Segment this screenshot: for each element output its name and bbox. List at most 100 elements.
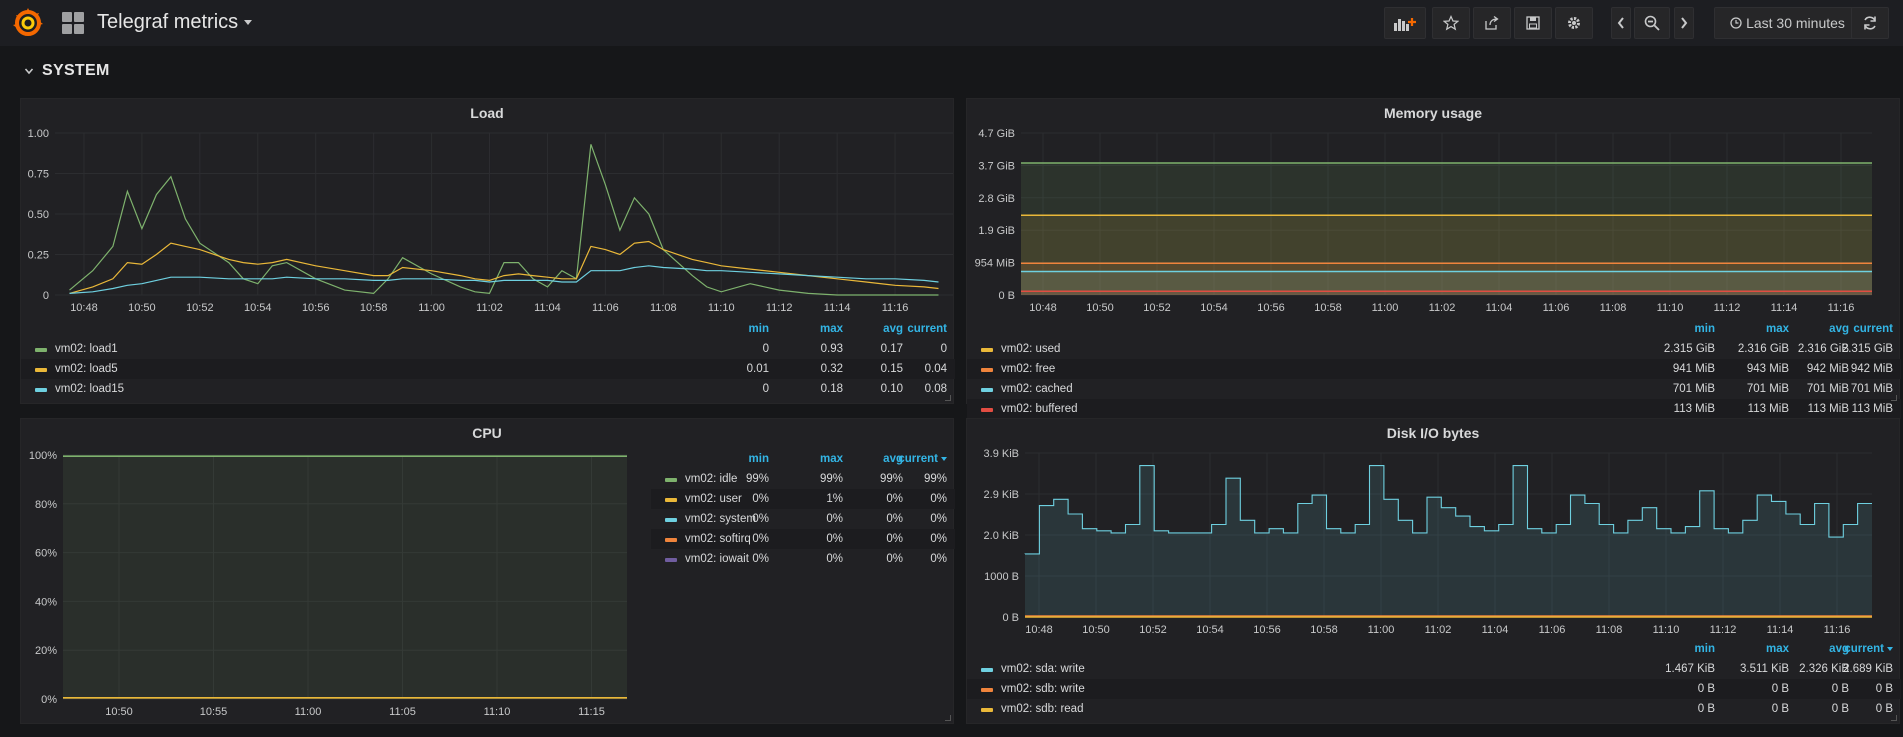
legend-col-avg[interactable]: avg [1829, 323, 1849, 335]
cpu-chart[interactable]: 0% 20% 40% 60% 80% 100% 10:50 10:55 11:00 11:05 11… [21, 419, 661, 725]
legend-row[interactable]: vm02: sdb: read 0 B 0 B 0 B 0 B [967, 699, 1901, 719]
series-color-swatch[interactable] [665, 558, 677, 562]
save-button[interactable] [1514, 7, 1552, 39]
legend-col-current[interactable]: current [898, 453, 947, 465]
series-name[interactable]: vm02: user [685, 493, 742, 505]
series-name[interactable]: vm02: system [685, 513, 756, 525]
legend-row[interactable]: vm02: buffered 113 MiB 113 MiB 113 MiB 113 M… [967, 399, 1901, 419]
legend-row[interactable]: vm02: system 0% 0% 0% 0% [651, 509, 955, 529]
resize-handle[interactable] [1891, 395, 1897, 401]
panel-title[interactable]: Memory usage [1383, 105, 1483, 121]
resize-handle[interactable] [945, 715, 951, 721]
series-color-swatch[interactable] [665, 478, 677, 482]
time-back-button[interactable] [1611, 7, 1631, 39]
series-color-swatch[interactable] [665, 538, 677, 542]
series-color-swatch[interactable] [981, 348, 993, 352]
memory-chart[interactable]: 0 B 954 MiB 1.9 GiB 2.8 GiB 3.7 GiB 4.7 GiB 10… [967, 99, 1901, 321]
legend-col-avg[interactable]: avg [883, 453, 903, 465]
legend-col-min[interactable]: min [1694, 323, 1715, 335]
zoom-out-button[interactable] [1634, 7, 1670, 39]
series-name[interactable]: vm02: softirq [685, 533, 751, 545]
star-button[interactable] [1432, 7, 1470, 39]
series-name[interactable]: vm02: sdb: read [1001, 703, 1084, 715]
add-panel-button[interactable] [1384, 7, 1426, 39]
dashboards-grid-icon[interactable] [62, 12, 84, 34]
y-tick-label: 100% [29, 450, 57, 462]
sort-desc-icon [941, 456, 947, 461]
resize-handle[interactable] [945, 395, 951, 401]
resize-handle[interactable] [1891, 715, 1897, 721]
legend-value-current: 99% [923, 473, 947, 485]
legend-col-min[interactable]: min [748, 453, 769, 465]
series-color-swatch[interactable] [981, 388, 993, 392]
legend-row[interactable]: vm02: idle 99% 99% 99% 99% [651, 469, 955, 489]
legend-col-current[interactable]: current [1844, 643, 1893, 655]
series-name[interactable]: vm02: cached [1001, 383, 1073, 395]
series-name[interactable]: vm02: buffered [1001, 403, 1078, 415]
series-color-swatch[interactable] [35, 348, 47, 352]
legend-col-max[interactable]: max [1765, 323, 1789, 335]
legend-row[interactable]: vm02: cached 701 MiB 701 MiB 701 MiB 701 MiB [967, 379, 1901, 399]
legend-col-max[interactable]: max [819, 323, 843, 335]
legend-col-max[interactable]: max [819, 453, 843, 465]
legend-row[interactable]: vm02: softirq 0% 0% 0% 0% [651, 529, 955, 549]
legend-row[interactable]: vm02: load15 0 0.18 0.10 0.08 [21, 379, 955, 399]
series-color-swatch[interactable] [665, 498, 677, 502]
legend-value-current: 0% [930, 533, 947, 545]
panel-title[interactable]: Load [470, 105, 504, 121]
series-name[interactable]: vm02: iowait [685, 553, 749, 565]
panel-title[interactable]: CPU [472, 425, 502, 441]
series-color-swatch[interactable] [35, 388, 47, 392]
legend-col-min[interactable]: min [1694, 643, 1715, 655]
series-name[interactable]: vm02: sdb: write [1001, 683, 1085, 695]
series-color-swatch[interactable] [981, 668, 993, 672]
x-tick-label: 11:10 [708, 302, 735, 314]
legend-value-max: 0.93 [820, 343, 843, 355]
panel-title[interactable]: Disk I/O bytes [1386, 425, 1480, 441]
series-name[interactable]: vm02: free [1001, 363, 1056, 375]
legend-row[interactable]: vm02: load5 0.01 0.32 0.15 0.04 [21, 359, 955, 379]
dashboard-title-dropdown[interactable]: Telegraf metrics [97, 11, 253, 34]
panel-cpu: CPU 0% 20% 40% 60% 80% 100% 10:50 10:55 11:00 11:… [20, 418, 955, 725]
disk-io-chart[interactable]: 0 B 1000 B 2.0 KiB 2.9 KiB 3.9 KiB 10:48 10:50… [967, 419, 1901, 641]
legend-col-current[interactable]: current [907, 323, 947, 335]
series-name[interactable]: vm02: used [1001, 343, 1061, 355]
series-name[interactable]: vm02: idle [685, 473, 738, 485]
refresh-button[interactable] [1851, 7, 1889, 39]
legend-row[interactable]: vm02: free 941 MiB 943 MiB 942 MiB 942 MiB [967, 359, 1901, 379]
grafana-logo-icon[interactable] [12, 7, 44, 39]
panel-memory-usage: Memory usage 0 B 954 MiB 1.9 GiB 2.8 GiB 3.7… [966, 98, 1901, 419]
legend-row[interactable]: vm02: user 0% 1% 0% 0% [651, 489, 955, 509]
share-button[interactable] [1473, 7, 1511, 39]
series-color-swatch[interactable] [35, 368, 47, 372]
legend-row[interactable]: vm02: used 2.315 GiB 2.316 GiB 2.316 GiB 2.3… [967, 339, 1901, 359]
legend-row[interactable]: vm02: sdb: write 0 B 0 B 0 B 0 B [967, 679, 1901, 699]
series-name[interactable]: vm02: sda: write [1001, 663, 1085, 675]
settings-button[interactable] [1555, 7, 1593, 39]
x-tick-label: 11:06 [1539, 624, 1566, 636]
x-tick-label: 11:06 [1543, 302, 1570, 314]
legend-row[interactable]: vm02: sda: write 1.467 KiB 3.511 KiB 2.326 … [967, 659, 1901, 679]
load-chart[interactable]: 0 0.25 0.50 0.75 1.00 10:48 10:50 10:52 10:54 10:… [21, 99, 955, 321]
series-name[interactable]: vm02: load5 [55, 363, 118, 375]
y-tick-label: 0 [43, 290, 49, 302]
series-color-swatch[interactable] [665, 518, 677, 522]
series-name[interactable]: vm02: load15 [55, 383, 125, 395]
series-color-swatch[interactable] [981, 708, 993, 712]
legend-col-current[interactable]: current [1853, 323, 1893, 335]
row-header-system[interactable]: SYSTEM [24, 62, 110, 80]
time-range-picker[interactable]: Last 30 minutes [1714, 7, 1861, 39]
time-forward-button[interactable] [1674, 7, 1694, 39]
legend-row[interactable]: vm02: iowait 0% 0% 0% 0% [651, 549, 955, 569]
cpu-legend: min max avg current vm02: idle 99% 99% 99% 99% vm… [651, 449, 955, 569]
series-line [69, 265, 939, 294]
series-name[interactable]: vm02: load1 [55, 343, 118, 355]
legend-col-avg[interactable]: avg [883, 323, 903, 335]
series-color-swatch[interactable] [981, 368, 993, 372]
series-color-swatch[interactable] [981, 408, 993, 412]
legend-col-max[interactable]: max [1765, 643, 1789, 655]
series-color-swatch[interactable] [981, 688, 993, 692]
legend-col-avg[interactable]: avg [1829, 643, 1849, 655]
legend-row[interactable]: vm02: load1 0 0.93 0.17 0 [21, 339, 955, 359]
legend-col-min[interactable]: min [748, 323, 769, 335]
